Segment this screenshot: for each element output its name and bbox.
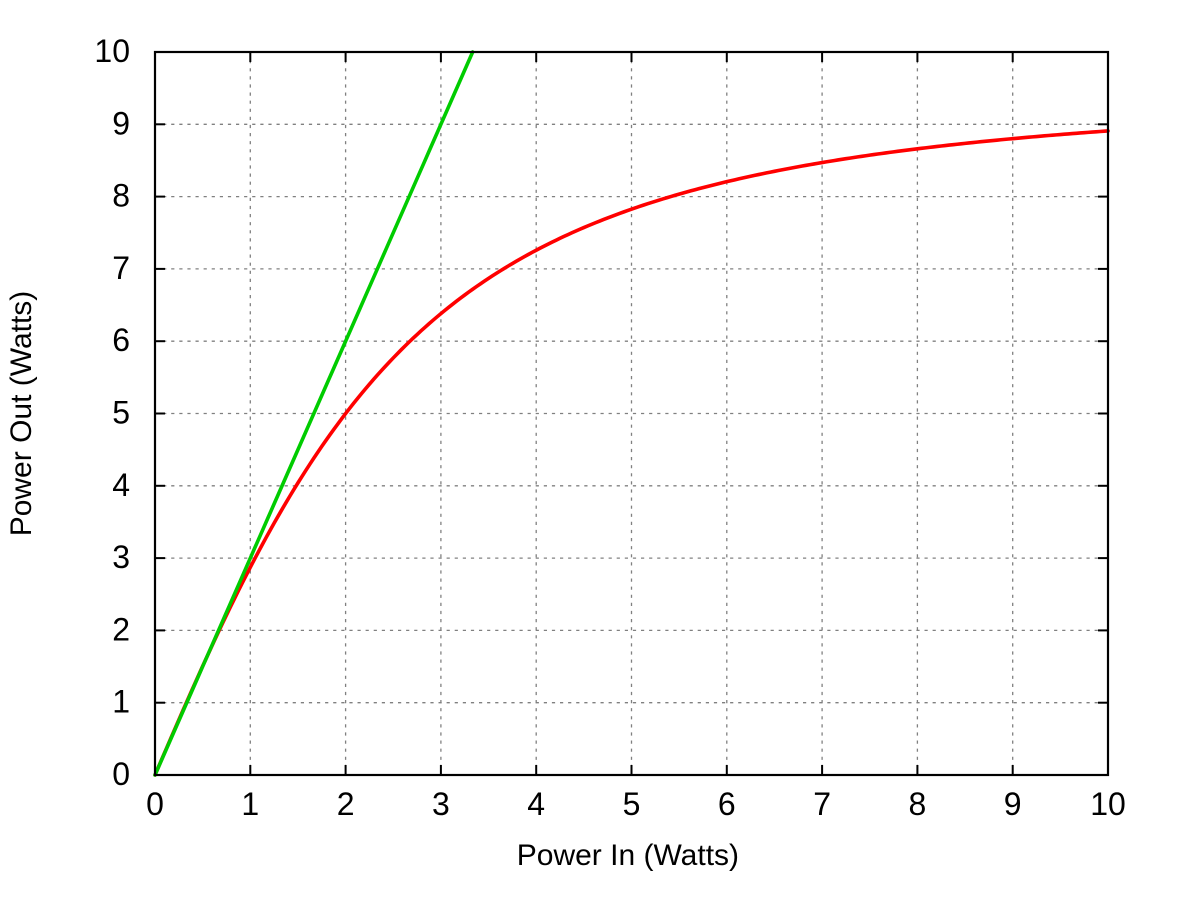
svg-text:7: 7 — [813, 786, 831, 822]
svg-text:5: 5 — [623, 786, 641, 822]
svg-text:2: 2 — [337, 786, 355, 822]
svg-text:8: 8 — [112, 178, 130, 214]
svg-text:10: 10 — [1090, 786, 1126, 822]
svg-text:3: 3 — [112, 539, 130, 575]
svg-text:8: 8 — [909, 786, 927, 822]
svg-text:5: 5 — [112, 395, 130, 431]
svg-text:4: 4 — [112, 467, 130, 503]
svg-text:1: 1 — [112, 684, 130, 720]
svg-text:9: 9 — [112, 105, 130, 141]
svg-text:Power Out (Watts): Power Out (Watts) — [5, 291, 38, 537]
svg-text:0: 0 — [112, 756, 130, 792]
svg-text:6: 6 — [112, 322, 130, 358]
svg-text:4: 4 — [527, 786, 545, 822]
svg-text:0: 0 — [146, 786, 164, 822]
svg-text:Power In (Watts): Power In (Watts) — [517, 839, 739, 872]
svg-text:2: 2 — [112, 611, 130, 647]
svg-text:10: 10 — [94, 33, 130, 69]
svg-text:1: 1 — [241, 786, 259, 822]
svg-text:6: 6 — [718, 786, 736, 822]
svg-text:9: 9 — [1004, 786, 1022, 822]
svg-text:3: 3 — [432, 786, 450, 822]
svg-text:7: 7 — [112, 250, 130, 286]
